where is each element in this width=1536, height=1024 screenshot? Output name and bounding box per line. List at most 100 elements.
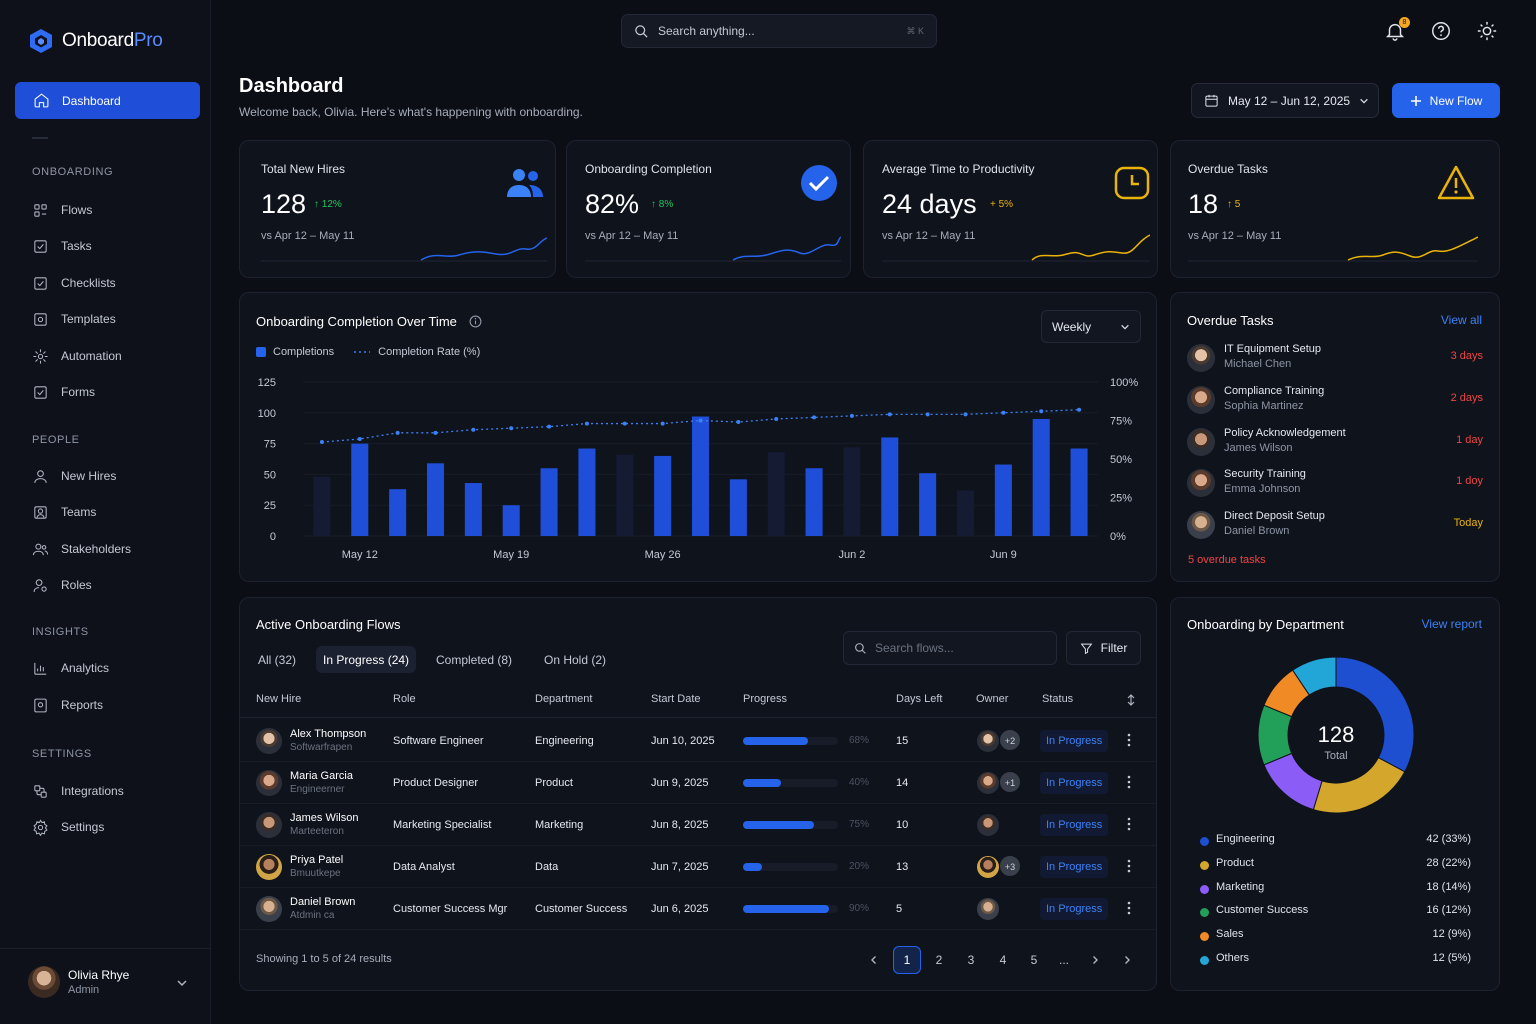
date-range-picker[interactable]: May 12 – Jun 12, 2025 xyxy=(1191,83,1379,118)
rate-point[interactable] xyxy=(660,421,665,426)
help-icon[interactable] xyxy=(1430,20,1452,42)
rate-point[interactable] xyxy=(509,426,514,431)
sidebar-item-roles[interactable]: Roles xyxy=(32,575,92,595)
global-search[interactable]: Search anything... ⌘ K xyxy=(621,14,937,48)
hire-name[interactable]: Maria Garcia xyxy=(290,770,353,782)
pagination-next[interactable] xyxy=(1081,946,1109,974)
more-options-icon[interactable] xyxy=(1127,817,1131,831)
table-row[interactable]: Maria Garcia Engineerner Product Designer P… xyxy=(240,762,1156,804)
pagination-prev[interactable] xyxy=(860,946,888,974)
rate-point[interactable] xyxy=(319,440,324,445)
chart-bar[interactable] xyxy=(313,476,331,536)
overdue-task-item[interactable]: Direct Deposit Setup Daniel Brown Today xyxy=(1187,509,1483,545)
chart-bar[interactable] xyxy=(1032,418,1050,536)
chart-bar[interactable] xyxy=(540,468,558,536)
rate-point[interactable] xyxy=(1039,409,1044,414)
donut-slice[interactable] xyxy=(1312,756,1406,814)
sidebar-item-reports[interactable]: Reports xyxy=(32,695,103,715)
rate-point[interactable] xyxy=(584,421,589,426)
pagination-page[interactable]: 5 xyxy=(1030,953,1038,967)
rate-point[interactable] xyxy=(395,430,400,435)
chart-bar[interactable] xyxy=(805,468,823,536)
table-row[interactable]: Daniel Brown Atdmin ca Customer Success Mg… xyxy=(240,888,1156,930)
pagination-page[interactable]: 4 xyxy=(999,953,1007,967)
column-header[interactable]: Days Left xyxy=(896,693,943,705)
rate-point[interactable] xyxy=(812,415,817,420)
sidebar-item-templates[interactable]: Templates xyxy=(32,309,116,329)
chart-bar[interactable] xyxy=(994,464,1012,536)
owner-avatar[interactable] xyxy=(976,729,1000,753)
hire-name[interactable]: Alex Thompson xyxy=(290,728,367,740)
overdue-count[interactable]: 5 overdue tasks xyxy=(1188,554,1266,566)
flow-search[interactable]: Search flows... xyxy=(843,631,1057,665)
owner-avatar[interactable] xyxy=(976,771,1000,795)
sidebar-item-dashboard[interactable]: Dashboard xyxy=(15,82,200,119)
chart-bar[interactable] xyxy=(1070,448,1088,536)
sidebar-item-tasks[interactable]: Tasks xyxy=(32,236,92,256)
chart-bar[interactable] xyxy=(616,454,634,536)
rate-point[interactable] xyxy=(433,430,438,435)
chart-bar[interactable] xyxy=(767,452,785,536)
pagination-page[interactable]: 3 xyxy=(967,953,975,967)
column-header[interactable]: New Hire xyxy=(256,693,302,705)
donut-slice[interactable] xyxy=(1291,656,1337,696)
chart-bar[interactable] xyxy=(956,490,975,536)
new-flow-button[interactable]: New Flow xyxy=(1392,83,1500,118)
filter-button[interactable]: Filter xyxy=(1066,631,1141,665)
chart-bar[interactable] xyxy=(464,483,482,536)
more-options-icon[interactable] xyxy=(1127,733,1131,747)
sidebar-item-settings[interactable]: Settings xyxy=(32,817,104,837)
table-row[interactable]: Priya Patel Bmuutkepe Data Analyst Data Jun … xyxy=(240,846,1156,888)
rate-point[interactable] xyxy=(471,427,476,432)
column-header[interactable]: Status xyxy=(1042,693,1074,705)
rate-point[interactable] xyxy=(736,420,741,425)
sidebar-item-teams[interactable]: Teams xyxy=(32,502,96,522)
chart-bar[interactable] xyxy=(654,455,672,536)
chart-bar[interactable] xyxy=(502,505,520,536)
pagination-last[interactable] xyxy=(1113,946,1141,974)
column-settings-icon[interactable] xyxy=(1126,694,1136,706)
department-legend-item[interactable]: Marketing 18 (14%) xyxy=(1200,881,1471,899)
app-logo[interactable]: OnboardPro xyxy=(28,28,163,54)
chart-bar[interactable] xyxy=(389,489,407,536)
chart-bar[interactable] xyxy=(881,437,899,536)
rate-point[interactable] xyxy=(849,413,854,418)
column-header[interactable]: Progress xyxy=(743,693,788,705)
sidebar-item-forms[interactable]: Forms xyxy=(32,382,95,402)
table-row[interactable]: Alex Thompson Softwarfrapen Software Engin… xyxy=(240,720,1156,762)
rate-point[interactable] xyxy=(1077,407,1082,412)
chart-bar[interactable] xyxy=(729,479,747,536)
owner-more-count[interactable]: +1 xyxy=(999,771,1021,793)
hire-name[interactable]: James Wilson xyxy=(290,812,359,824)
sidebar-item-automation[interactable]: Automation xyxy=(32,346,122,366)
department-legend-item[interactable]: Engineering 42 (33%) xyxy=(1200,833,1471,851)
pagination-page[interactable]: 1 xyxy=(893,946,921,974)
rate-point[interactable] xyxy=(357,436,362,441)
more-options-icon[interactable] xyxy=(1127,901,1131,915)
department-legend-item[interactable]: Customer Success 16 (12%) xyxy=(1200,904,1471,922)
sidebar-item-integrations[interactable]: Integrations xyxy=(32,781,124,801)
overdue-task-item[interactable]: Compliance Training Sophia Martinez 2 days xyxy=(1187,384,1483,420)
table-row[interactable]: James Wilson Marteeteron Marketing Special… xyxy=(240,804,1156,846)
period-select[interactable]: Weekly xyxy=(1041,310,1141,343)
tab-in-progress[interactable]: In Progress (24) xyxy=(316,646,417,673)
column-header[interactable]: Start Date xyxy=(651,693,701,705)
chart-bar[interactable] xyxy=(351,443,369,536)
hire-name[interactable]: Priya Patel xyxy=(290,854,344,866)
search-input[interactable]: Search anything... xyxy=(658,24,755,38)
tab-completed[interactable]: Completed (8) xyxy=(436,652,513,667)
owner-more-count[interactable]: +3 xyxy=(999,855,1021,877)
rate-point[interactable] xyxy=(1001,410,1006,415)
sidebar-item-stakeholders[interactable]: Stakeholders xyxy=(32,539,131,559)
flow-search-input[interactable]: Search flows... xyxy=(875,641,954,655)
chart-bar[interactable] xyxy=(578,448,596,536)
rate-point[interactable] xyxy=(547,424,552,429)
chevron-down-icon[interactable] xyxy=(176,977,188,989)
column-header[interactable]: Role xyxy=(393,693,416,705)
owner-avatar[interactable] xyxy=(976,897,1000,921)
bell-icon[interactable] xyxy=(1384,20,1406,42)
department-legend-item[interactable]: Product 28 (22%) xyxy=(1200,857,1471,875)
pagination-page[interactable]: 2 xyxy=(935,953,943,967)
sidebar-item-new-hires[interactable]: New Hires xyxy=(32,466,116,486)
rate-point[interactable] xyxy=(774,416,779,421)
